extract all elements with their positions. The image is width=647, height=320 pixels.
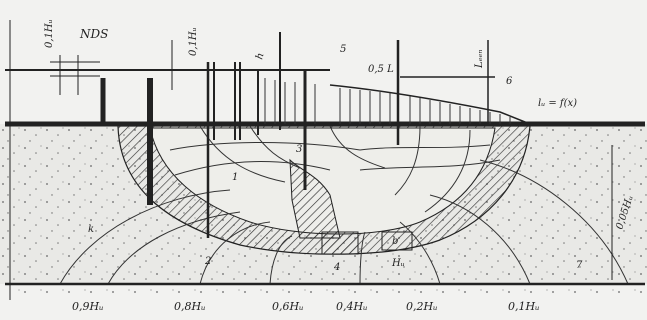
- bottom-strip: [5, 286, 645, 296]
- bottom-label: 0,4Hᵤ: [336, 300, 367, 313]
- bottom-label: 0,9Hᵤ: [72, 300, 103, 313]
- bottom-label: 0,8Hᵤ: [174, 300, 205, 313]
- label-five: 5: [340, 44, 346, 55]
- bottom-label: 0,6Hᵤ: [272, 300, 303, 313]
- label-func: lᵤ = f(x): [538, 98, 577, 109]
- central-hatch: [289, 158, 341, 239]
- label-top-mid: 0,1Hᵤ: [188, 27, 199, 56]
- label-one: 1: [232, 172, 238, 183]
- bottom-label: 0,2Hᵤ: [406, 300, 437, 313]
- label-k: k: [88, 224, 94, 235]
- bottom-labels: 0,9Hᵤ 0,8Hᵤ 0,6Hᵤ 0,4Hᵤ 0,2Hᵤ 0,1Hᵤ: [72, 300, 539, 313]
- label-nds: NDS: [79, 27, 108, 41]
- label-l-half: 0,5 L: [368, 64, 394, 75]
- label-h: h: [254, 52, 266, 61]
- label-six: 6: [506, 76, 513, 87]
- label-b: b: [392, 236, 398, 247]
- sheet-piles: [100, 32, 489, 238]
- zone-b-box: [381, 231, 413, 251]
- label-top-left: 0,1Hᵤ: [44, 19, 55, 48]
- label-four: 4: [333, 262, 340, 273]
- equipotential-lines: [59, 125, 629, 285]
- label-l-gen: Lₑₑₙ: [474, 50, 485, 69]
- label-hb: Hᵤ: [391, 258, 405, 269]
- pressure-diagram: [264, 78, 531, 125]
- zone-4-box: [321, 231, 359, 255]
- bottom-label: 0,1Hᵤ: [508, 300, 539, 313]
- label-seven: 7: [576, 260, 583, 271]
- dimension-marks: [9, 20, 613, 300]
- label-three: 3: [296, 144, 302, 155]
- label-two: 2: [204, 256, 211, 267]
